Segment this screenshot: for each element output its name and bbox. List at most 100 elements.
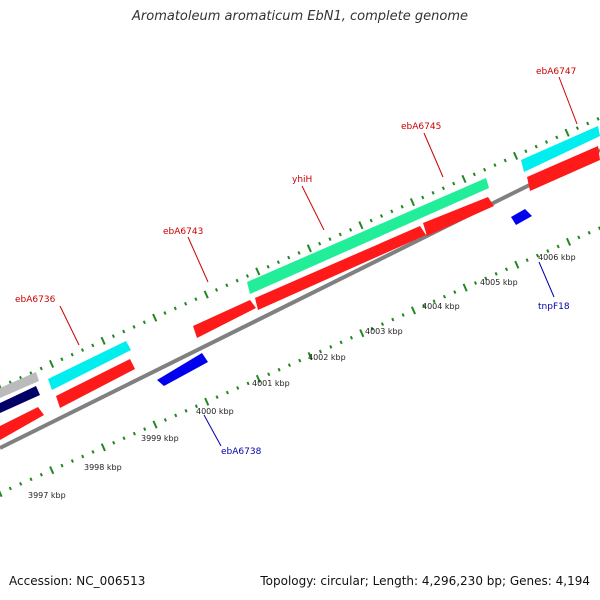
minor-tick xyxy=(473,281,478,285)
map-title: Aromatoleum aromaticum EbN1, complete ge… xyxy=(132,9,468,24)
scale-label: 3997 kbp xyxy=(28,491,66,500)
minor-tick xyxy=(546,249,550,253)
scale-label: 3999 kbp xyxy=(141,434,179,443)
major-tick xyxy=(307,351,313,361)
major-tick xyxy=(564,128,570,137)
minor-tick xyxy=(132,325,136,329)
minor-tick xyxy=(132,431,136,436)
minor-tick xyxy=(318,349,322,354)
gene-label[interactable]: ebA6747 xyxy=(536,67,576,77)
minor-tick xyxy=(225,283,229,288)
scale-label: 4004 kbp xyxy=(422,302,460,311)
minor-tick xyxy=(494,271,498,276)
minor-tick xyxy=(587,230,591,235)
minor-tick xyxy=(225,390,229,395)
accession-label: Accession: NC_006513 xyxy=(9,574,146,588)
minor-tick xyxy=(370,326,374,331)
minor-tick xyxy=(111,334,115,339)
scale-label: 4000 kbp xyxy=(196,407,234,416)
cds-reverse-ebA6738 xyxy=(157,353,208,386)
feature-gray xyxy=(0,372,39,398)
minor-tick xyxy=(555,135,559,140)
cds-forward xyxy=(0,407,44,440)
gene-label[interactable]: ebA6738 xyxy=(221,447,262,457)
minor-tick xyxy=(80,348,85,352)
major-tick xyxy=(255,267,261,276)
minor-tick xyxy=(369,218,373,223)
cds-forward xyxy=(527,146,600,191)
minor-tick xyxy=(401,313,405,317)
minor-tick xyxy=(194,404,198,409)
minor-tick xyxy=(70,459,74,463)
major-tick xyxy=(100,443,106,452)
minor-tick xyxy=(391,317,395,322)
minor-tick xyxy=(349,335,354,340)
minor-tick xyxy=(544,140,549,144)
major-tick xyxy=(565,237,572,246)
minor-tick xyxy=(60,357,64,362)
minor-tick xyxy=(380,322,385,326)
minor-tick xyxy=(184,301,188,306)
minor-tick xyxy=(586,121,590,126)
minor-tick xyxy=(329,345,333,349)
minor-tick xyxy=(184,408,188,413)
scale-tick-row xyxy=(0,226,600,498)
minor-tick xyxy=(535,253,540,258)
minor-tick xyxy=(39,472,43,477)
minor-tick xyxy=(91,343,95,348)
cds-reverse-tnpF18 xyxy=(511,209,532,225)
genome-summary: Topology: circular; Length: 4,296,230 bp… xyxy=(260,574,590,588)
minor-tick xyxy=(379,214,384,218)
minor-tick xyxy=(422,303,426,308)
major-tick xyxy=(152,313,158,322)
minor-tick xyxy=(287,363,291,368)
minor-tick xyxy=(484,276,488,281)
scale-label: 3998 kbp xyxy=(84,463,122,472)
minor-tick xyxy=(596,117,600,121)
minor-tick xyxy=(577,235,581,240)
major-tick xyxy=(359,329,365,338)
minor-tick xyxy=(39,366,43,371)
outer-feature-track xyxy=(0,126,600,413)
major-tick xyxy=(462,283,468,292)
gene-label[interactable]: ebA6743 xyxy=(163,227,203,237)
minor-tick xyxy=(266,264,270,269)
cds-forward xyxy=(56,359,135,408)
minor-tick xyxy=(318,241,322,246)
minor-tick xyxy=(504,267,509,272)
minor-tick xyxy=(236,386,240,390)
minor-tick xyxy=(112,440,116,445)
major-tick xyxy=(461,174,467,184)
gene-label[interactable]: ebA6745 xyxy=(401,122,441,132)
minor-tick xyxy=(235,278,239,283)
minor-tick xyxy=(339,340,343,345)
outer-tick-row xyxy=(0,117,600,392)
feature-teal-yhiH xyxy=(247,178,489,294)
minor-tick xyxy=(245,274,250,278)
minor-tick xyxy=(19,482,23,486)
minor-tick xyxy=(142,320,146,325)
major-tick xyxy=(49,359,55,368)
minor-tick xyxy=(503,158,507,163)
minor-tick xyxy=(8,486,12,491)
minor-tick xyxy=(276,260,280,265)
minor-tick xyxy=(298,358,302,363)
major-tick xyxy=(358,221,364,230)
minor-tick xyxy=(143,427,147,431)
major-tick xyxy=(306,244,312,253)
scale-label: 4001 kbp xyxy=(252,379,290,388)
major-tick xyxy=(409,198,415,207)
gene-label[interactable]: ebA6736 xyxy=(15,295,56,305)
minor-tick xyxy=(81,454,85,459)
minor-tick xyxy=(174,413,178,418)
backbone-line xyxy=(0,148,600,450)
minor-tick xyxy=(441,186,445,191)
gene-label[interactable]: tnpF18 xyxy=(538,302,570,312)
feature-cyan-2 xyxy=(521,126,600,172)
minor-tick xyxy=(91,450,95,454)
minor-tick xyxy=(421,195,425,200)
gene-label[interactable]: yhiH xyxy=(292,175,312,185)
minor-tick xyxy=(29,477,33,482)
minor-tick xyxy=(277,367,281,372)
minor-tick xyxy=(122,436,126,441)
